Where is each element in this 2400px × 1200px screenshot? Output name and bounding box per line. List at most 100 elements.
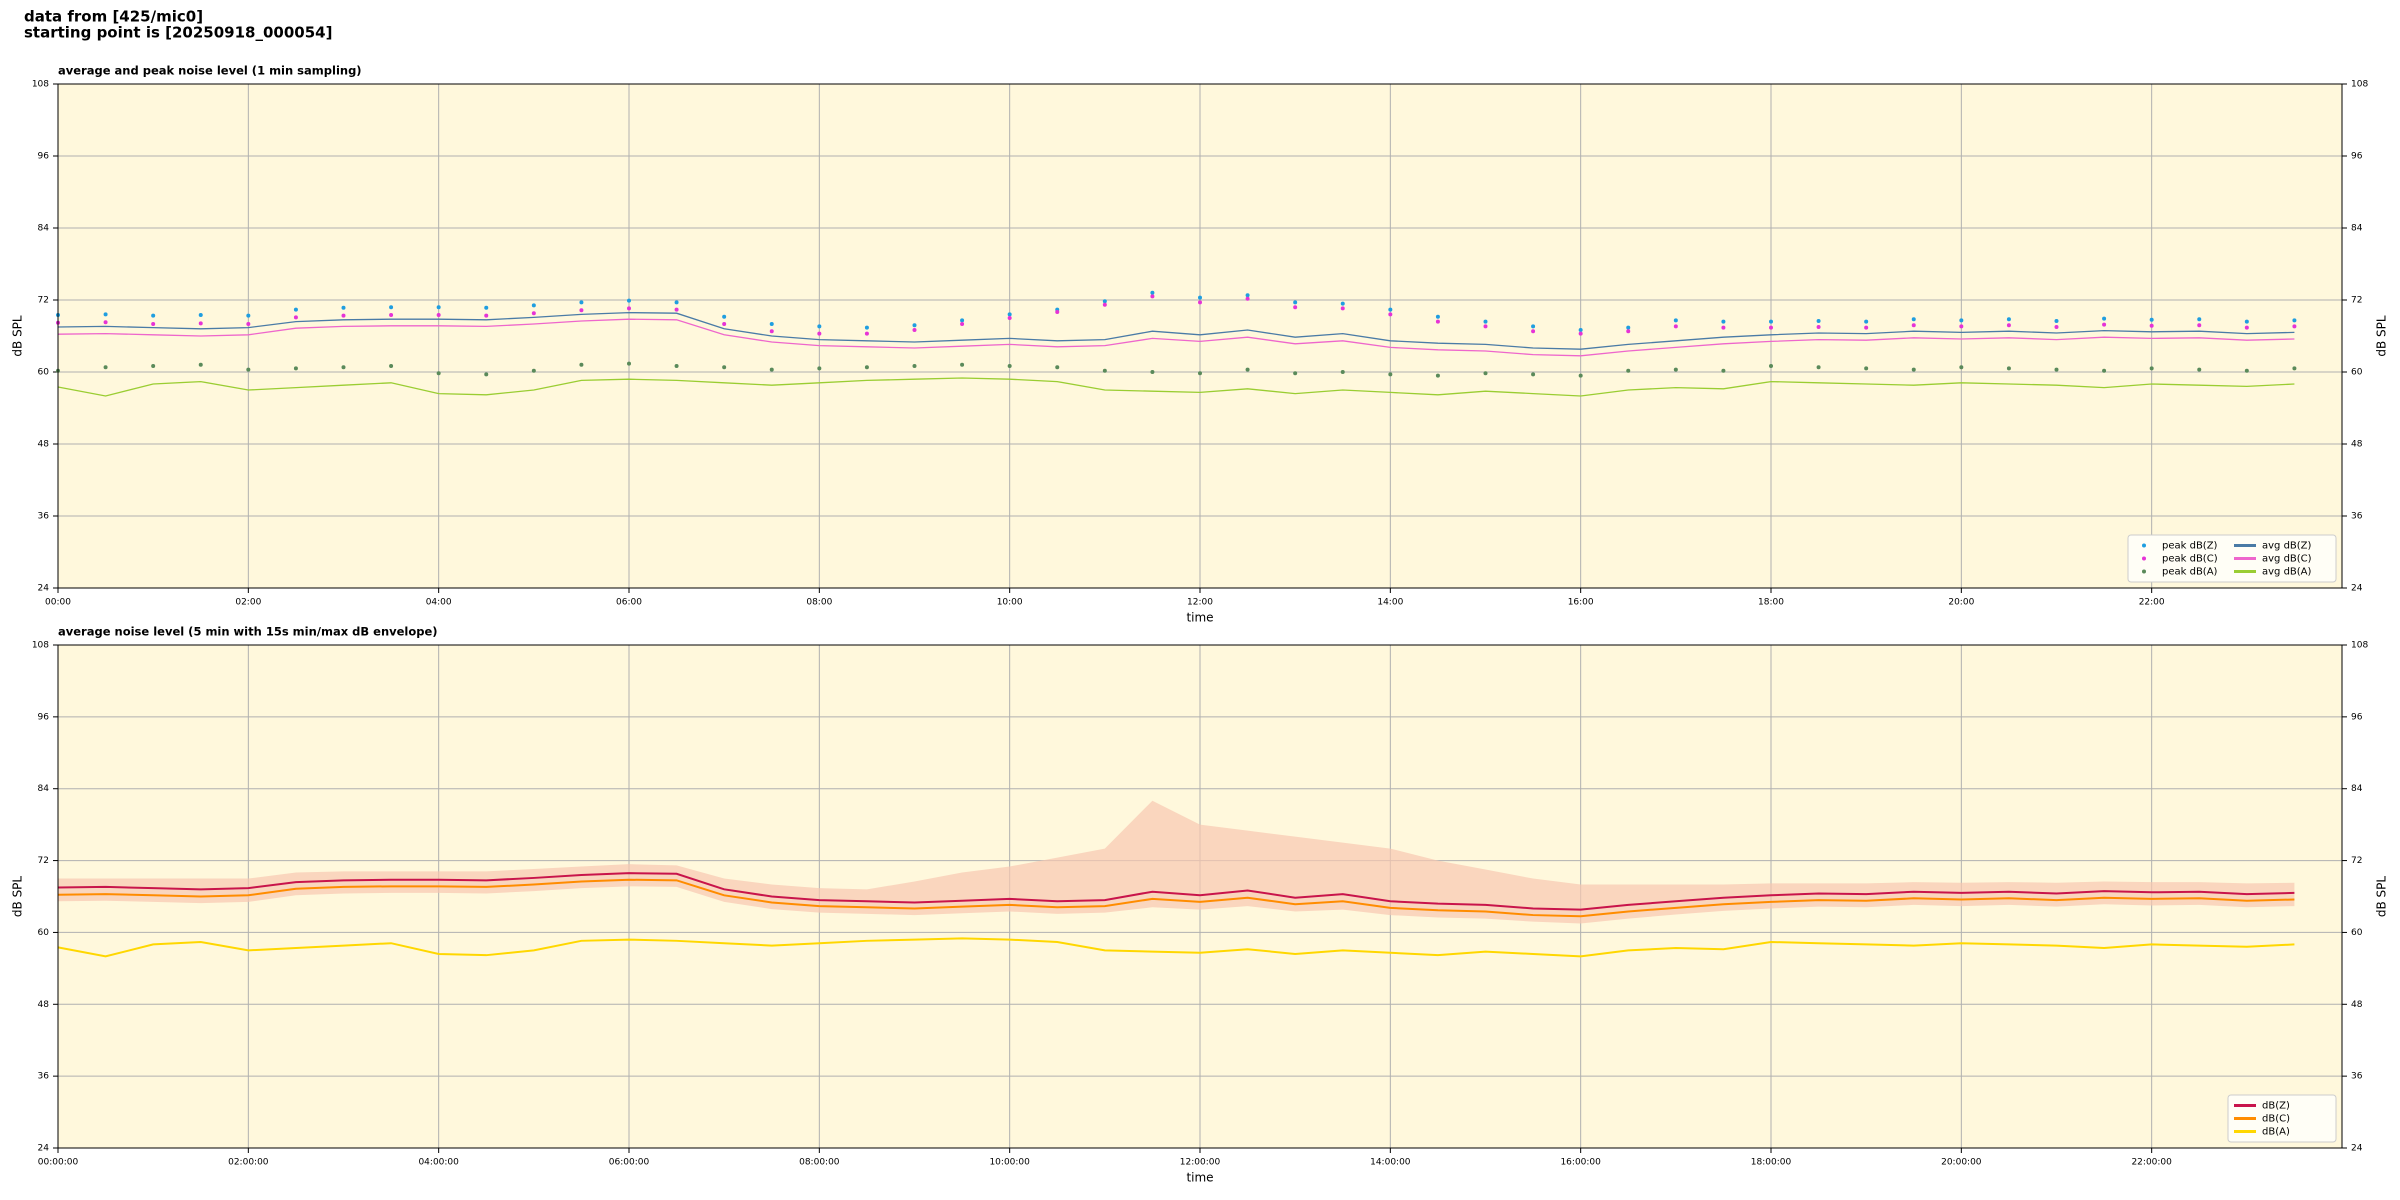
y-tick-label: 72 xyxy=(2351,296,2362,306)
plot-frame xyxy=(57,83,2343,589)
y-tick-label: 60 xyxy=(2351,368,2363,378)
legend-label: avg dB(Z) xyxy=(2262,541,2312,552)
peak-point xyxy=(341,305,346,310)
peak-point xyxy=(2197,323,2202,328)
x-tick-label: 20:00 xyxy=(1948,598,1974,608)
peak-point xyxy=(2006,366,2011,371)
peak-point xyxy=(531,368,536,373)
x-tick-label: 18:00:00 xyxy=(1751,1158,1792,1168)
y-tick-label: 48 xyxy=(38,440,50,450)
peak-point xyxy=(2149,317,2154,322)
peak-point xyxy=(198,362,203,367)
peak-point xyxy=(389,305,394,310)
peak-point xyxy=(1102,299,1107,304)
peak-point xyxy=(1816,325,1821,329)
peak-point xyxy=(2006,317,2011,322)
peak-point xyxy=(1578,328,1583,332)
peak-point xyxy=(1483,324,1488,329)
peak-point xyxy=(436,313,441,317)
x-tick-label: 12:00 xyxy=(1187,598,1213,608)
peak-point xyxy=(1769,364,1773,368)
peak-point xyxy=(1435,314,1440,319)
peak-point xyxy=(1721,319,1726,324)
peak-point xyxy=(1055,310,1060,314)
x-tick-label: 14:00:00 xyxy=(1370,1158,1411,1168)
peak-point xyxy=(674,300,679,305)
peak-point xyxy=(1816,365,1821,370)
peak-point xyxy=(484,305,489,310)
peak-point xyxy=(1435,373,1440,378)
peak-point xyxy=(293,366,298,371)
peak-point xyxy=(579,308,584,313)
peak-point xyxy=(103,320,108,325)
y-tick-label: 108 xyxy=(2351,641,2368,651)
legend-label: dB(A) xyxy=(2262,1127,2290,1138)
legend-marker xyxy=(2142,543,2146,548)
peak-point xyxy=(1816,319,1821,323)
peak-point xyxy=(2292,366,2297,371)
y-tick-label: 60 xyxy=(38,368,50,378)
peak-point xyxy=(1721,325,1726,330)
peak-point xyxy=(769,322,774,326)
peak-point xyxy=(2149,366,2154,371)
x-tick-label: 16:00 xyxy=(1568,598,1594,608)
peak-point xyxy=(484,313,489,318)
peak-point xyxy=(246,313,251,318)
x-tick-label: 04:00 xyxy=(426,598,452,608)
peak-point xyxy=(1673,318,1678,323)
peak-point xyxy=(1769,325,1773,330)
x-tick-label: 16:00:00 xyxy=(1560,1158,1601,1168)
y-tick-label: 72 xyxy=(38,296,49,306)
peak-point xyxy=(1626,368,1631,373)
peak-point xyxy=(1340,301,1345,306)
y-tick-label: 72 xyxy=(2351,856,2362,866)
peak-point xyxy=(1007,316,1012,320)
peak-point xyxy=(1388,312,1393,317)
peak-point xyxy=(2102,368,2107,373)
header-line: starting point is [20250918_000054] xyxy=(24,24,332,42)
peak-point xyxy=(1911,367,1916,372)
x-tick-label: 22:00 xyxy=(2139,598,2165,608)
x-tick-label: 08:00 xyxy=(806,598,832,608)
y-tick-label: 36 xyxy=(38,512,50,522)
peak-point xyxy=(246,322,251,326)
y-tick-label: 96 xyxy=(2351,712,2363,722)
x-tick-label: 12:00:00 xyxy=(1180,1158,1221,1168)
peak-point xyxy=(2292,318,2297,323)
x-tick-label: 00:00 xyxy=(45,598,71,608)
peak-point xyxy=(627,306,631,311)
x-tick-label: 10:00:00 xyxy=(989,1158,1030,1168)
y-tick-label: 84 xyxy=(38,784,50,794)
peak-point xyxy=(1388,372,1393,377)
envelope xyxy=(58,800,2295,924)
peak-point xyxy=(246,367,251,372)
peak-point xyxy=(1721,368,1726,373)
peak-point xyxy=(960,318,965,323)
y-tick-label: 108 xyxy=(2351,80,2368,90)
y-tick-label: 96 xyxy=(38,152,50,162)
y-tick-label: 24 xyxy=(2351,584,2363,594)
series-line xyxy=(57,872,2295,911)
peak-point xyxy=(1626,329,1631,334)
x-tick-label: 10:00 xyxy=(997,598,1023,608)
peak-point xyxy=(436,305,441,310)
peak-point xyxy=(769,367,774,372)
peak-point xyxy=(2244,368,2249,373)
peak-point xyxy=(1864,325,1869,330)
y-axis-label: dB SPL xyxy=(11,876,25,918)
peak-point xyxy=(2149,323,2154,328)
peak-point xyxy=(722,314,727,319)
peak-point xyxy=(2244,325,2249,330)
legend-marker xyxy=(2142,569,2146,574)
peak-point xyxy=(1198,300,1202,305)
peak-point xyxy=(1388,307,1393,312)
peak-point xyxy=(1531,372,1536,377)
x-tick-label: 06:00 xyxy=(616,598,642,608)
peak-point xyxy=(1626,325,1631,330)
peak-point xyxy=(1769,319,1773,324)
peak-point xyxy=(817,324,822,329)
peak-point xyxy=(1150,290,1155,295)
peak-point xyxy=(1959,318,1964,323)
y-axis-label: dB SPL xyxy=(2375,315,2389,357)
